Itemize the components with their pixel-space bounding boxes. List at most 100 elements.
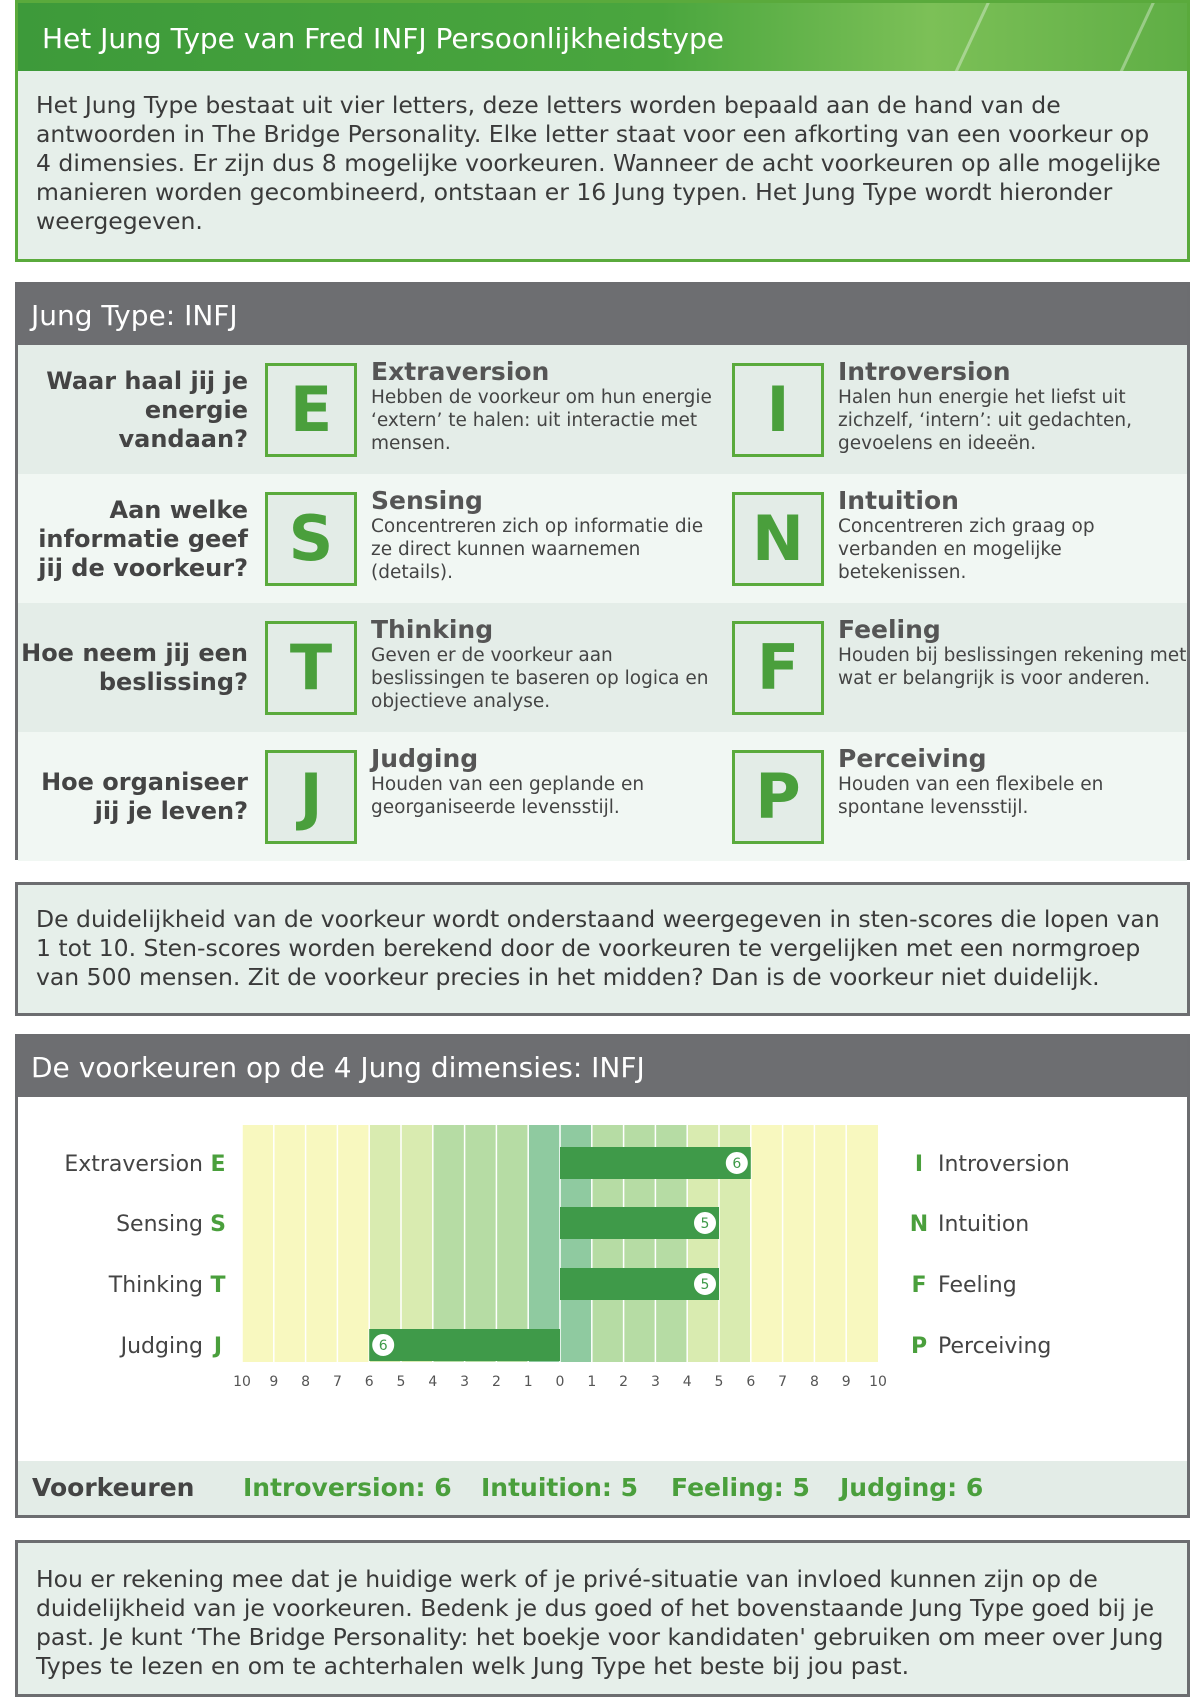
preference-left: Thinking Geven er de voorkeur aan beslis… xyxy=(371,615,721,713)
letter-box: E xyxy=(265,363,357,457)
letter-box: J xyxy=(265,750,357,844)
bar xyxy=(369,1329,560,1361)
bar-value-label: 6 xyxy=(379,1338,388,1354)
preference-description: Houden bij beslissingen rekening met wat… xyxy=(838,645,1187,689)
preference-right: Perceiving Houden van een flexibele en s… xyxy=(838,744,1188,819)
left-pole-letter: J xyxy=(212,1334,222,1359)
preference-description: Houden van een flexibele en spontane lev… xyxy=(838,774,1104,818)
bar-value-badge xyxy=(370,1332,397,1358)
x-tick-label: 9 xyxy=(842,1374,851,1390)
chart-band xyxy=(750,1125,783,1362)
x-tick-label: 2 xyxy=(492,1374,501,1390)
right-pole-label: Perceiving xyxy=(938,1334,1051,1359)
x-tick-label: 5 xyxy=(715,1374,724,1390)
preference-title: Intuition xyxy=(838,486,959,515)
sten-info-panel: De duidelijkheid van de voorkeur wordt o… xyxy=(15,882,1190,1016)
chart-band xyxy=(782,1125,815,1362)
preference-title: Perceiving xyxy=(838,744,987,773)
chart-band xyxy=(496,1125,529,1362)
chart-band xyxy=(369,1125,401,1362)
summary-intuition: Intuition: 5 xyxy=(481,1473,639,1502)
row-question: Waar haal jij je energie vandaan? xyxy=(46,367,248,453)
preference-right: Introversion Halen hun energie het liefs… xyxy=(838,357,1188,455)
left-pole-label: Sensing xyxy=(116,1212,203,1237)
bar-value-badge xyxy=(723,1150,750,1176)
intro-header: Het Jung Type van Fred INFJ Persoonlijkh… xyxy=(18,3,1187,71)
row-question: Hoe organiseer jij je leven? xyxy=(41,768,248,825)
x-tick-label: 7 xyxy=(778,1374,787,1390)
x-tick-label: 1 xyxy=(587,1374,596,1390)
x-tick-label: 8 xyxy=(810,1374,819,1390)
dimensions-panel: De voorkeuren op de 4 Jung dimensies: IN… xyxy=(15,1034,1190,1518)
right-pole-label: Intuition xyxy=(938,1212,1029,1237)
sten-info-text: De duidelijkheid van de voorkeur wordt o… xyxy=(36,905,1160,991)
type-row-organise: Hoe organiseer jij je leven? J Judging H… xyxy=(18,732,1187,861)
x-tick-label: 0 xyxy=(556,1374,565,1390)
intro-text: Het Jung Type bestaat uit vier letters, … xyxy=(36,91,1161,235)
preference-right: Intuition Concentreren zich graag op ver… xyxy=(838,486,1188,584)
preference-left: Judging Houden van een geplande en georg… xyxy=(371,744,721,819)
preference-description: Concentreren zich op informatie die ze d… xyxy=(371,516,704,583)
preference-left: Sensing Concentreren zich op informatie … xyxy=(371,486,721,584)
jung-type-title: Jung Type: INFJ xyxy=(18,285,1187,345)
closing-panel: Hou er rekening mee dat je huidige werk … xyxy=(15,1540,1190,1697)
x-tick-label: 4 xyxy=(428,1374,437,1390)
bar-value-label: 6 xyxy=(732,1156,741,1172)
chart-band xyxy=(242,1125,274,1362)
x-tick-label: 3 xyxy=(460,1374,469,1390)
type-row-information: Aan welke informatie geef jij de voorkeu… xyxy=(18,474,1187,603)
x-tick-label: 10 xyxy=(869,1374,887,1390)
chart-band xyxy=(305,1125,338,1362)
summary-judging: Judging: 6 xyxy=(840,1473,984,1502)
chart-band xyxy=(432,1125,465,1362)
preference-title: Extraversion xyxy=(371,357,550,386)
right-pole-label: Introversion xyxy=(938,1152,1070,1177)
bar-value-badge xyxy=(692,1271,718,1297)
preference-title: Judging xyxy=(371,744,479,773)
preferences-summary: Voorkeuren Introversion: 6 Intuition: 5 … xyxy=(18,1461,1187,1515)
type-row-decision: Hoe neem jij een beslissing? T Thinking … xyxy=(18,603,1187,732)
letter-box: T xyxy=(265,621,357,715)
summary-feeling: Feeling: 5 xyxy=(671,1473,810,1502)
summary-label: Voorkeuren xyxy=(32,1473,195,1502)
right-pole-letter: I xyxy=(915,1152,923,1177)
preference-title: Introversion xyxy=(838,357,1011,386)
letter-box: P xyxy=(732,750,824,844)
bar-value-label: 5 xyxy=(701,1277,710,1293)
summary-introversion: Introversion: 6 xyxy=(243,1473,452,1502)
x-tick-label: 10 xyxy=(233,1374,251,1390)
letter-box: F xyxy=(732,621,824,715)
letter-box: N xyxy=(732,492,824,586)
chart-band xyxy=(273,1125,306,1362)
preference-left: Extraversion Hebben de voorkeur om hun e… xyxy=(371,357,721,455)
preference-right: Feeling Houden bij beslissingen rekening… xyxy=(838,615,1188,690)
row-question: Hoe neem jij een beslissing? xyxy=(21,639,248,696)
chart-band xyxy=(846,1125,878,1362)
letter-box: I xyxy=(732,363,824,457)
bar-value-badge xyxy=(692,1210,718,1236)
chart-band xyxy=(464,1125,497,1362)
x-tick-label: 7 xyxy=(333,1374,342,1390)
right-pole-label: Feeling xyxy=(938,1273,1017,1298)
intro-panel: Het Jung Type van Fred INFJ Persoonlijkh… xyxy=(15,0,1190,262)
bar xyxy=(560,1147,751,1179)
left-pole-label: Thinking xyxy=(108,1273,203,1298)
x-tick-label: 6 xyxy=(365,1374,374,1390)
closing-text: Hou er rekening mee dat je huidige werk … xyxy=(36,1565,1164,1680)
jung-type-panel: Jung Type: INFJ Waar haal jij je energie… xyxy=(15,282,1190,861)
right-pole-letter: F xyxy=(911,1273,926,1298)
header-decoration xyxy=(1107,3,1162,71)
x-tick-label: 1 xyxy=(524,1374,533,1390)
preference-description: Halen hun energie het liefst uit zichzel… xyxy=(838,387,1132,454)
x-tick-label: 5 xyxy=(397,1374,406,1390)
preference-description: Houden van een geplande en georganiseerd… xyxy=(371,774,645,818)
preference-title: Thinking xyxy=(371,615,494,644)
x-tick-label: 4 xyxy=(683,1374,692,1390)
left-pole-letter: E xyxy=(210,1152,225,1177)
chart-band xyxy=(401,1125,433,1362)
right-pole-letter: P xyxy=(911,1334,927,1359)
left-pole-label: Judging xyxy=(119,1334,203,1359)
x-tick-label: 8 xyxy=(301,1374,310,1390)
x-tick-label: 3 xyxy=(651,1374,660,1390)
left-pole-letter: T xyxy=(210,1273,225,1298)
